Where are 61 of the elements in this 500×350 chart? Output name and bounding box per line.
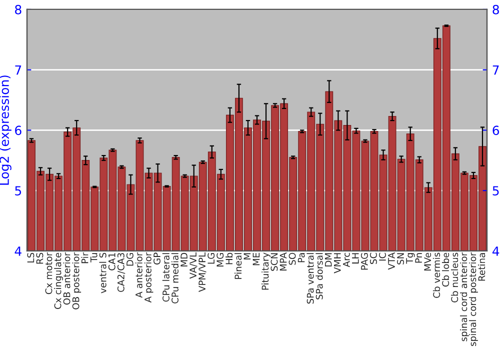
x-tick-label: VPM/VPL: [198, 252, 206, 292]
x-tick-label: Pituitary: [262, 252, 270, 290]
y-tick-label: 4: [14, 246, 22, 256]
x-tick-label: Cx motor: [45, 252, 52, 294]
x-tick-label: CA2/CA3: [117, 253, 126, 292]
x-tick-label: GP: [154, 252, 160, 264]
x-tick-label: DM: [325, 253, 332, 266]
x-tick-label: CA1: [108, 253, 116, 270]
x-tick-label: VMH: [334, 253, 341, 274]
y2-tick-label: 6: [492, 126, 500, 136]
x-tick-label: OB anterior: [63, 252, 70, 305]
x-tick-label: RS: [36, 252, 44, 264]
x-tick-label: OB posterior: [72, 252, 82, 310]
x-tick-label: Hb: [226, 252, 233, 264]
y2-tick-label: 8: [492, 4, 499, 14]
x-tick-label: SN: [397, 253, 404, 264]
y-tick-label: 8: [15, 4, 22, 14]
x-tick-label: CPu lateral: [162, 253, 170, 302]
x-tick-label: LH: [352, 253, 359, 264]
x-tick-label: VA/VL: [190, 252, 198, 279]
y-tick-label: 6: [15, 126, 22, 136]
x-tick-label: ventral S: [99, 252, 106, 294]
x-tick-label: Arc: [343, 252, 350, 268]
x-tick-label: IC: [379, 252, 386, 261]
x-tick-label: M: [244, 253, 251, 260]
x-tick-label: Cb vermis: [432, 252, 440, 298]
y-tick-label: 7: [15, 65, 22, 75]
x-tick-label: VTA: [388, 252, 395, 270]
y2-tick-label: 5: [492, 186, 499, 196]
x-tick-label: SCN: [270, 253, 278, 271]
x-tick-label: SO: [288, 252, 296, 265]
x-tick-label: CPu medial: [171, 253, 178, 304]
x-tick-label: spinal cord posterior: [469, 252, 478, 346]
x-tick-label: MVe: [424, 252, 432, 271]
x-tick-label: Cx cingulate: [54, 252, 64, 309]
y2-tick-label: 4: [492, 246, 500, 256]
x-tick-label: SPa ventral: [306, 253, 314, 304]
x-tick-label: LG: [208, 253, 215, 264]
x-tick-label: MPA: [280, 252, 287, 271]
x-tick-label: Cb nucleus: [450, 252, 458, 302]
x-tick-label: spinal cord anterior: [460, 252, 469, 342]
x-tick-label: ME: [252, 252, 260, 266]
x-tick-label: SPa dorsal: [316, 253, 323, 300]
x-tick-label: SC: [370, 252, 377, 264]
x-tick-label: A posterior: [144, 252, 154, 303]
x-tick-label: Pineal: [234, 253, 242, 279]
x-tick-label: Retina: [478, 253, 486, 281]
x-tick-label: MD: [180, 252, 188, 266]
x-tick-label: DG: [126, 253, 134, 266]
x-tick-label: A anterior: [135, 252, 142, 298]
x-tick-label: Tu: [90, 253, 98, 262]
x-tick-label: Cb lobe: [442, 252, 450, 287]
x-tick-label: MG: [216, 253, 224, 266]
y2-tick-label: 7: [492, 65, 499, 75]
x-tick-label: PAG: [360, 253, 368, 270]
y-tick-label: 5: [15, 186, 22, 196]
x-tick-label: Pa: [298, 253, 305, 262]
x-tick-label: Pir: [81, 252, 88, 264]
x-tick-label: Pn: [415, 253, 422, 263]
x-tick-label: LS: [27, 252, 34, 262]
x-tick-label: Tg: [406, 253, 415, 264]
